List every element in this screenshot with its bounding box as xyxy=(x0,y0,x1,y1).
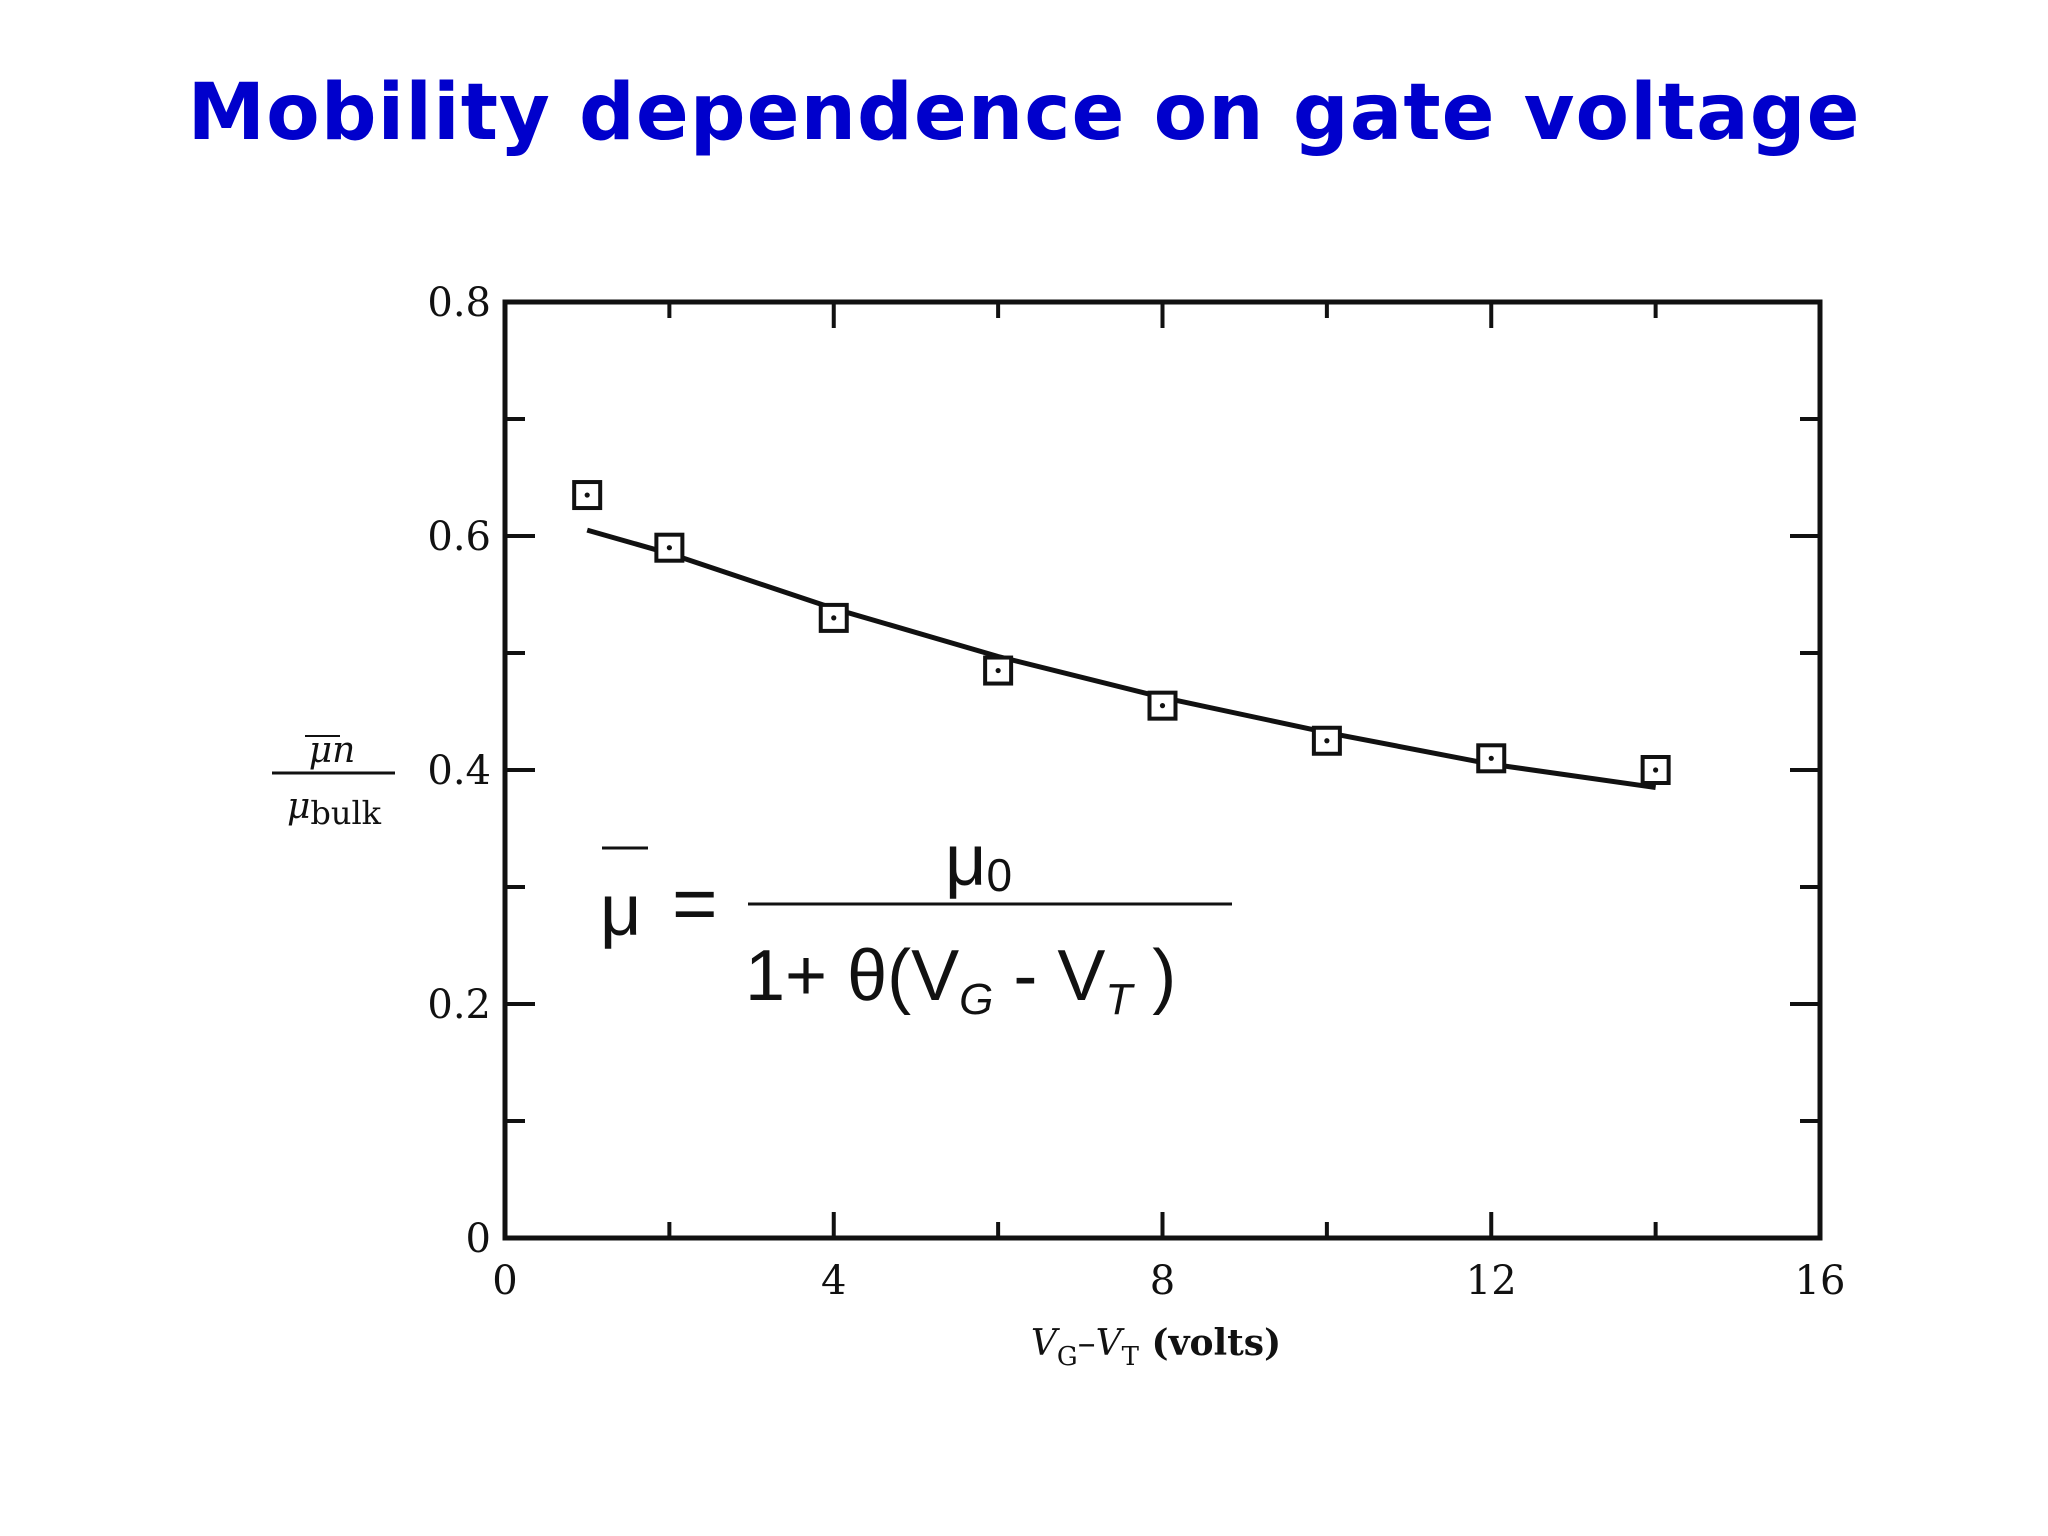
y-tick-label: 0.8 xyxy=(427,280,491,326)
x-tick-label: 0 xyxy=(492,1258,517,1304)
data-point-dot xyxy=(584,492,590,498)
fit-curve xyxy=(586,527,1656,791)
x-axis-label: VG–VT (volts) xyxy=(1031,1322,1281,1372)
data-point xyxy=(572,480,603,511)
data-point-dot xyxy=(995,667,1001,674)
data-point-dot xyxy=(831,615,837,621)
data-point-dot xyxy=(1159,703,1166,709)
x-tick-label: 12 xyxy=(1466,1258,1517,1304)
formula-numerator: μ0 xyxy=(945,821,1012,901)
y-tick-label: 0 xyxy=(466,1216,491,1262)
x-tick-label: 8 xyxy=(1150,1258,1175,1304)
formula-equals: = xyxy=(672,859,718,947)
data-point xyxy=(1640,755,1671,785)
y-axis-label-denominator: μbulk xyxy=(287,786,382,832)
formula-denominator: 1+ θ(VG - VT ) xyxy=(745,936,1176,1024)
mobility-formula: μ = μ0 1+ θ(VG - VT ) xyxy=(600,821,1232,1024)
data-point xyxy=(983,655,1014,686)
y-axis-label: μn μbulk xyxy=(272,730,395,832)
data-point xyxy=(818,602,849,633)
y-tick-label: 0.4 xyxy=(427,748,491,794)
y-tick-label: 0.6 xyxy=(427,514,491,560)
data-point xyxy=(654,532,685,563)
formula-lhs: μ xyxy=(600,871,641,951)
slide-title: Mobility dependence on gate voltage xyxy=(187,68,1861,158)
data-point xyxy=(1147,690,1178,721)
x-tick-label: 4 xyxy=(821,1258,846,1304)
data-point xyxy=(1476,743,1507,774)
data-point-square xyxy=(1311,725,1342,756)
y-tick-label: 0.2 xyxy=(427,982,491,1028)
data-point-dot xyxy=(666,545,672,551)
data-point-dot xyxy=(1488,755,1494,761)
data-point-dot xyxy=(1653,767,1659,773)
data-point-dot xyxy=(1324,738,1330,744)
x-tick-label: 16 xyxy=(1795,1258,1846,1304)
data-point xyxy=(1311,725,1342,756)
plot-frame xyxy=(502,299,1823,1241)
